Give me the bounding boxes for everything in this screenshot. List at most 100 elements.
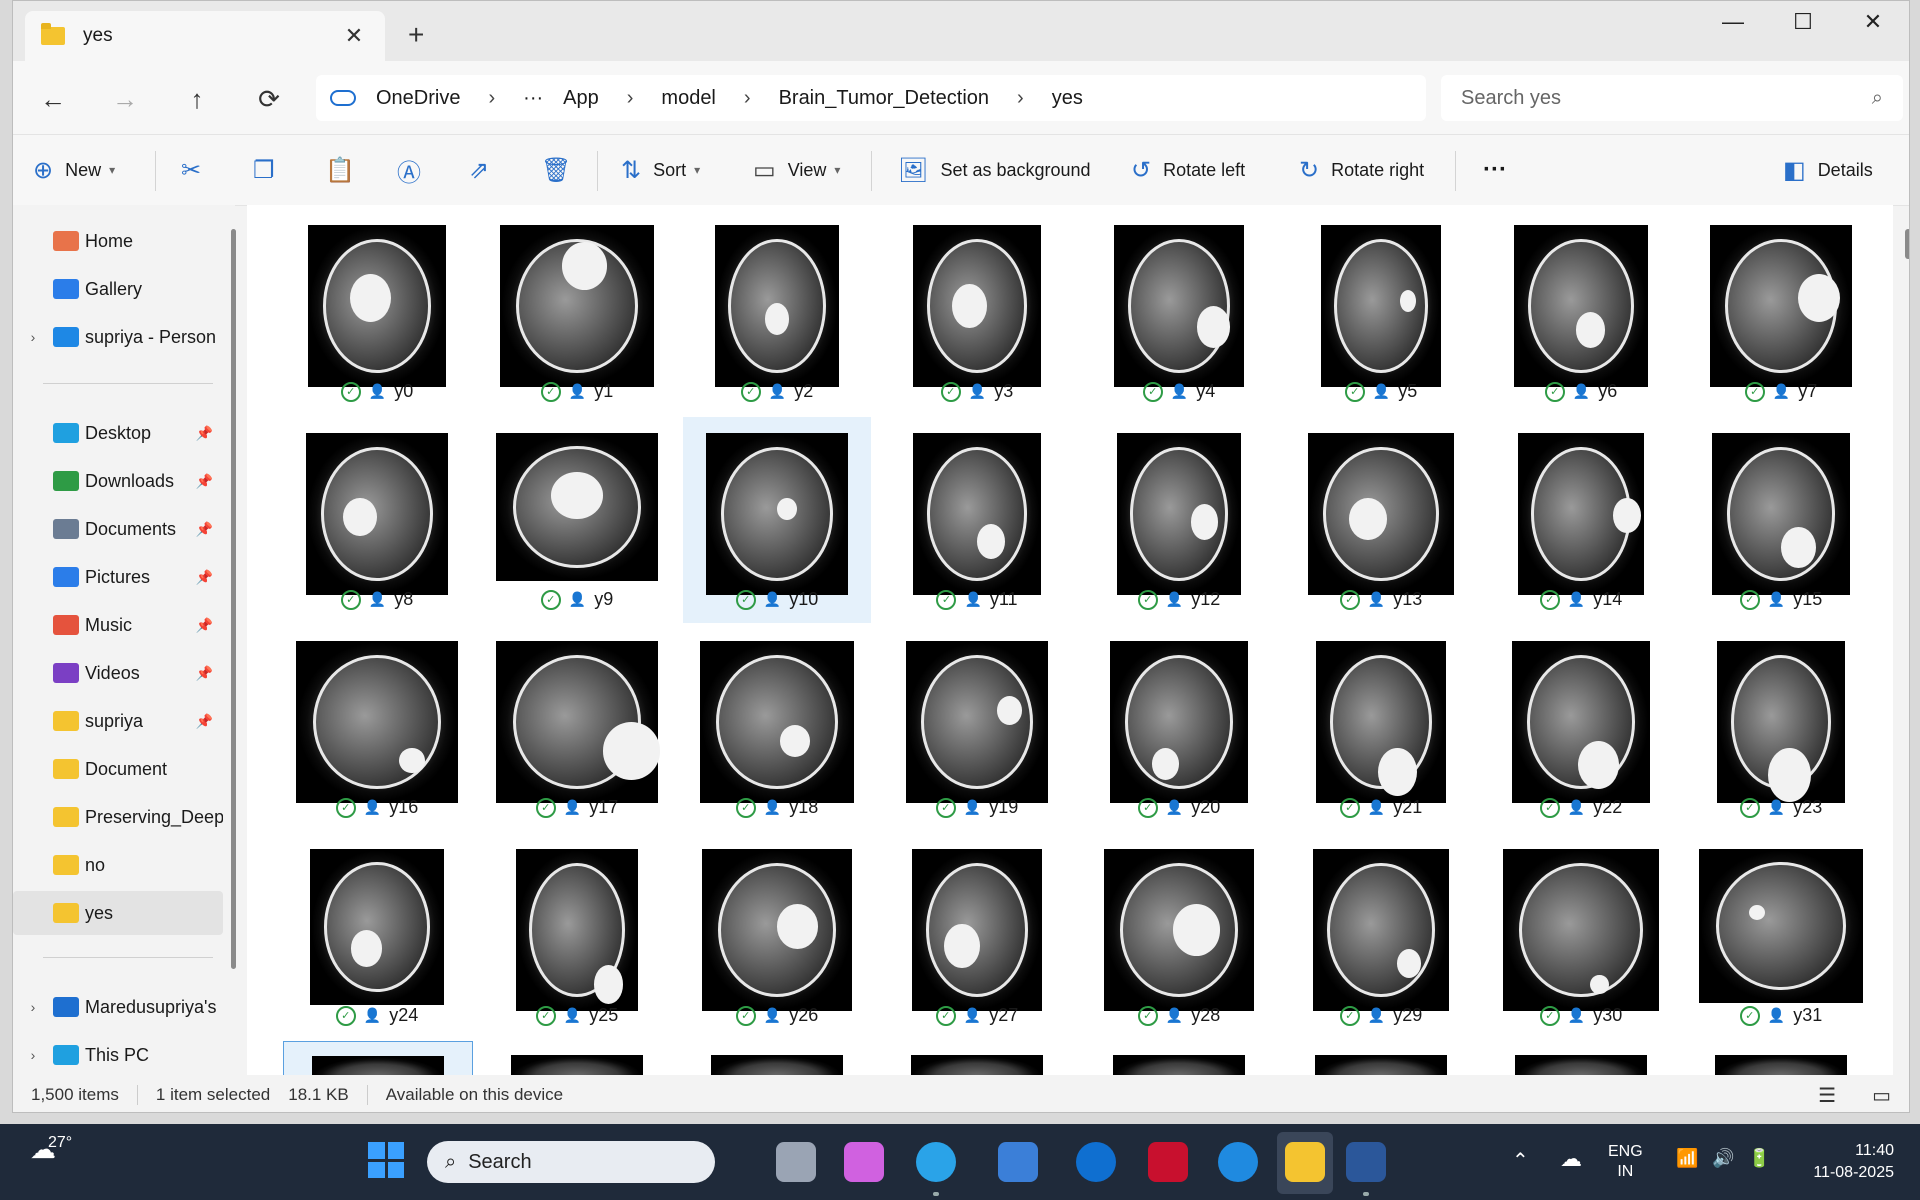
close-window-button[interactable]: ✕ <box>1863 9 1883 34</box>
minimize-button[interactable]: — <box>1722 9 1744 34</box>
copilot-icon[interactable] <box>844 1142 884 1182</box>
address-bar[interactable]: OneDrive › ··· App › model › Brain_Tumor… <box>316 75 1426 121</box>
new-tab-button[interactable]: + <box>408 19 425 50</box>
rotate-left-button[interactable]: ↺ Rotate left <box>1131 135 1245 205</box>
more-options-button[interactable]: ··· <box>1483 156 1507 183</box>
file-item[interactable]: ✓ 👤 y23 <box>1687 625 1875 831</box>
file-item[interactable]: ✓ 👤 y4 <box>1085 209 1273 415</box>
file-item[interactable]: ✓ 👤 y10 <box>683 417 871 623</box>
microsoft-store-icon[interactable] <box>998 1142 1038 1182</box>
file-item[interactable]: ✓ 👤 y3 <box>883 209 1071 415</box>
file-item[interactable]: ✓ 👤 y22 <box>1487 625 1675 831</box>
sidebar-item-yes[interactable]: yes <box>13 891 223 935</box>
rotate-right-button[interactable]: ↻ Rotate right <box>1299 135 1424 205</box>
file-item[interactable]: ✓ 👤 y26 <box>683 833 871 1039</box>
sidebar-item-gallery[interactable]: Gallery <box>13 267 223 311</box>
sidebar-item-onedrive-personal[interactable]: › supriya - Person <box>13 315 223 359</box>
file-item[interactable] <box>1487 1041 1675 1075</box>
sidebar-item-desktop[interactable]: Desktop 📌 <box>13 411 223 455</box>
view-button[interactable]: ▭ View ▾ <box>753 135 840 205</box>
file-item[interactable]: ✓ 👤 y25 <box>483 833 671 1039</box>
taskbar-search[interactable]: ⌕ Search <box>427 1141 715 1183</box>
details-button[interactable]: ◧ Details <box>1783 135 1873 205</box>
file-item[interactable]: ✓ 👤 y27 <box>883 833 1071 1039</box>
file-item[interactable]: ✓ 👤 y21 <box>1287 625 1475 831</box>
breadcrumb-brain-tumor-detection[interactable]: Brain_Tumor_Detection <box>778 86 990 109</box>
file-item[interactable]: ✓ 👤 y30 <box>1487 833 1675 1039</box>
expand-chevron-icon[interactable]: › <box>30 329 36 345</box>
file-item[interactable]: ✓ 👤 y2 <box>683 209 871 415</box>
file-item[interactable]: ✓ 👤 y17 <box>483 625 671 831</box>
breadcrumb-app[interactable]: App <box>563 86 599 109</box>
details-view-icon[interactable]: ☰ <box>1818 1084 1837 1107</box>
file-item[interactable]: ✓ 👤 y15 <box>1687 417 1875 623</box>
sidebar-item-downloads[interactable]: Downloads 📌 <box>13 459 223 503</box>
file-item[interactable] <box>283 1041 473 1075</box>
breadcrumb-overflow[interactable]: ··· <box>523 86 544 109</box>
file-item[interactable] <box>683 1041 871 1075</box>
file-item[interactable]: ✓ 👤 y11 <box>883 417 1071 623</box>
file-item[interactable]: ✓ 👤 y19 <box>883 625 1071 831</box>
tiles-view-icon[interactable]: ▭ <box>1872 1084 1891 1107</box>
weather-widget[interactable]: ☁ 27° <box>30 1134 72 1165</box>
file-item[interactable] <box>1287 1041 1475 1075</box>
sidebar-item-supriya[interactable]: supriya 📌 <box>13 699 223 743</box>
file-item[interactable]: ✓ 👤 y18 <box>683 625 871 831</box>
chevron-right-icon[interactable]: › <box>743 86 751 109</box>
copy-button[interactable]: ❐ <box>253 135 287 205</box>
tab-yes[interactable]: yes ✕ <box>25 11 385 61</box>
file-item[interactable] <box>1687 1041 1875 1075</box>
maximize-button[interactable]: ☐ <box>1793 9 1813 34</box>
edge-browser-icon[interactable] <box>916 1142 956 1182</box>
up-button[interactable]: ↑ <box>190 84 204 114</box>
refresh-button[interactable]: ⟳ <box>258 84 280 114</box>
file-item[interactable]: ✓ 👤 y31 <box>1687 833 1875 1039</box>
file-explorer-icon[interactable] <box>1285 1142 1325 1182</box>
file-item[interactable]: ✓ 👤 y6 <box>1487 209 1675 415</box>
new-button[interactable]: ⊕ New ▾ <box>33 135 115 205</box>
sidebar-item-preserving-deep[interactable]: Preserving_Deep <box>13 795 223 839</box>
file-item[interactable]: ✓ 👤 y16 <box>283 625 471 831</box>
chevron-right-icon[interactable]: › <box>626 86 634 109</box>
file-item[interactable]: ✓ 👤 y13 <box>1287 417 1475 623</box>
file-item[interactable]: ✓ 👤 y7 <box>1687 209 1875 415</box>
breadcrumb-model[interactable]: model <box>661 86 716 109</box>
sidebar-scrollbar[interactable] <box>231 229 236 969</box>
sidebar-item-phone[interactable]: › Maredusupriya's <box>13 985 223 1029</box>
task-view-icon[interactable] <box>776 1142 816 1182</box>
file-item[interactable]: ✓ 👤 y20 <box>1085 625 1273 831</box>
back-button[interactable]: ← <box>40 84 66 114</box>
onedrive-tray-icon[interactable]: ☁ <box>1560 1146 1582 1171</box>
chevron-up-icon[interactable]: ⌃ <box>1512 1150 1529 1172</box>
clock[interactable]: 11:40 11-08-2025 <box>1813 1142 1894 1181</box>
sidebar-item-document[interactable]: Document <box>13 747 223 791</box>
share-button[interactable]: ⇗ <box>469 135 501 205</box>
file-item[interactable]: ✓ 👤 y24 <box>283 833 471 1039</box>
file-item[interactable]: ✓ 👤 y9 <box>483 417 671 623</box>
word-icon[interactable] <box>1346 1142 1386 1182</box>
file-item[interactable]: ✓ 👤 y1 <box>483 209 671 415</box>
sidebar-item-home[interactable]: Home <box>13 219 223 263</box>
sidebar-item-music[interactable]: Music 📌 <box>13 603 223 647</box>
chevron-right-icon[interactable]: › <box>488 86 496 109</box>
close-tab-button[interactable]: ✕ <box>344 23 364 48</box>
expand-chevron-icon[interactable]: › <box>30 999 36 1015</box>
volume-icon[interactable]: 🔊 <box>1712 1148 1735 1168</box>
search-input[interactable]: Search yes ⌕ <box>1441 75 1903 121</box>
content-scrollbar[interactable] <box>1905 229 1909 259</box>
sidebar-item-documents[interactable]: Documents 📌 <box>13 507 223 551</box>
file-item[interactable] <box>483 1041 671 1075</box>
paste-button[interactable]: 📋 <box>325 135 367 205</box>
sidebar-item-pictures[interactable]: Pictures 📌 <box>13 555 223 599</box>
rename-button[interactable]: Ⓐ <box>397 135 433 205</box>
sidebar-item-this-pc[interactable]: › This PC <box>13 1033 223 1077</box>
start-button[interactable] <box>368 1142 404 1178</box>
set-as-background-button[interactable]: 🖼 Set as background <box>898 135 1091 205</box>
file-item[interactable]: ✓ 👤 y8 <box>283 417 471 623</box>
mcafee-icon[interactable] <box>1148 1142 1188 1182</box>
sidebar-item-no[interactable]: no <box>13 843 223 887</box>
file-item[interactable] <box>883 1041 1071 1075</box>
wifi-icon[interactable]: 📶 <box>1676 1148 1699 1168</box>
breadcrumb-yes[interactable]: yes <box>1051 86 1083 109</box>
sort-button[interactable]: ⇅ Sort ▾ <box>621 135 700 205</box>
